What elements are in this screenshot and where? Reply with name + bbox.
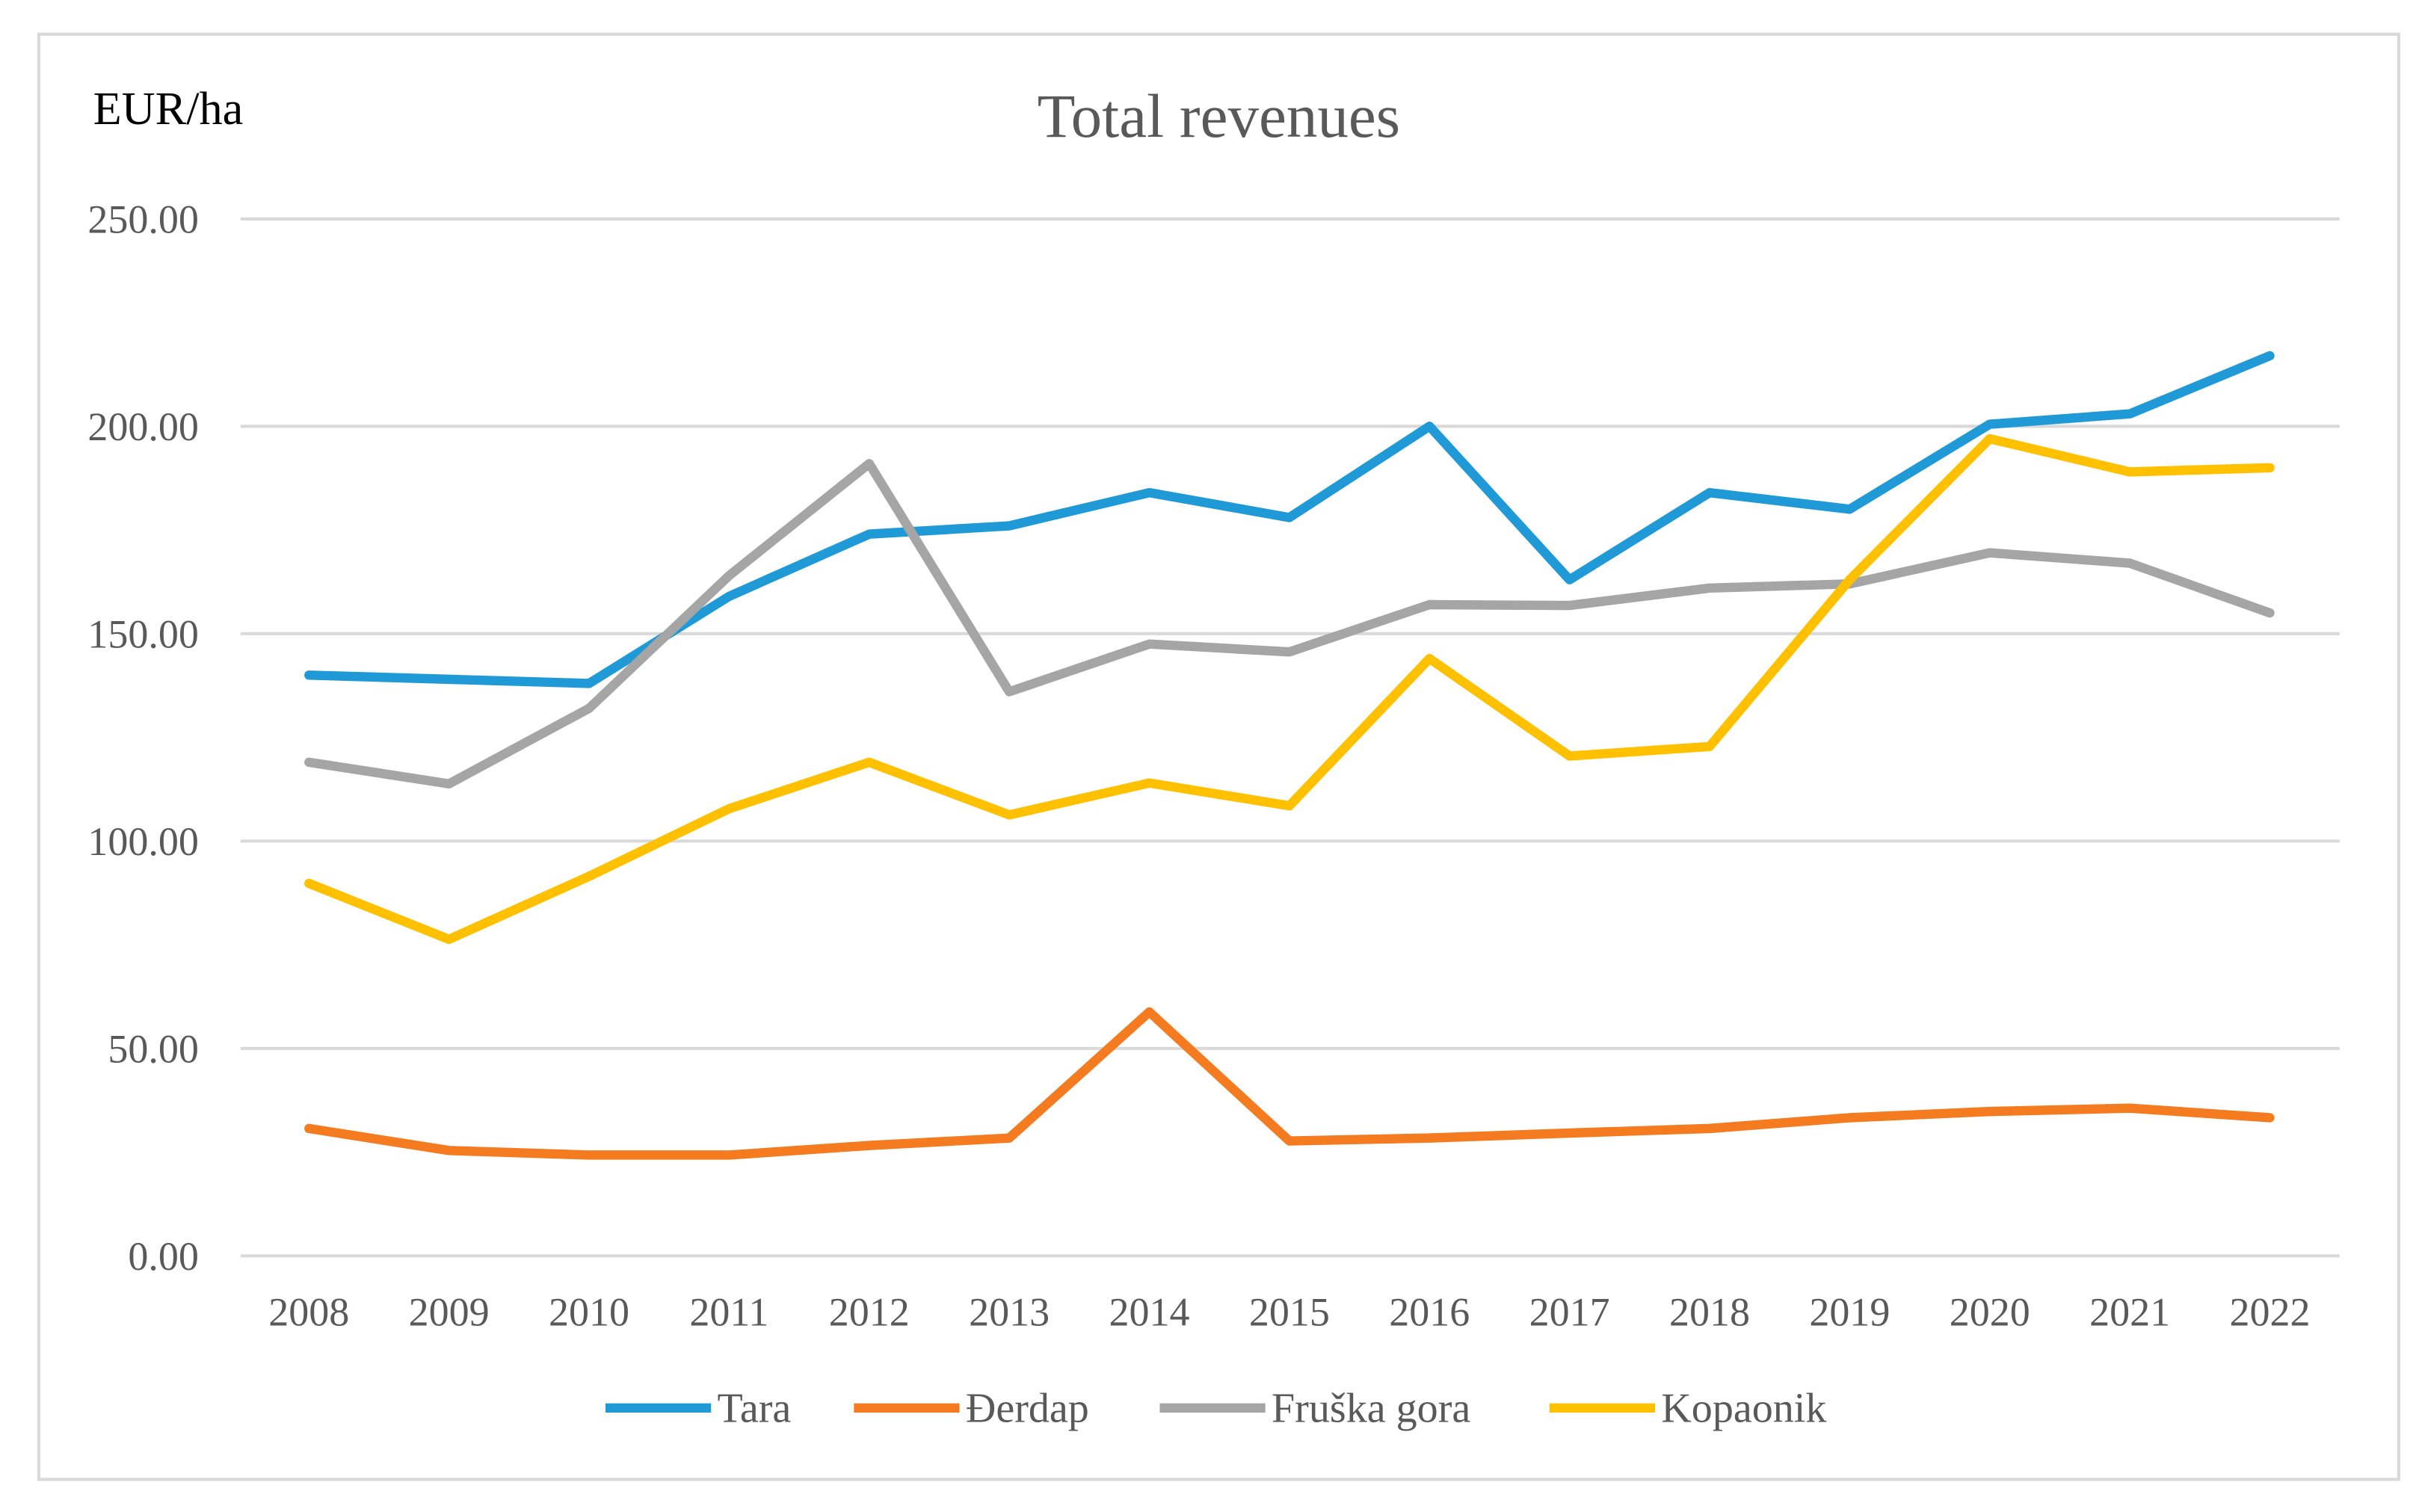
x-tick-label: 2018 [1669, 1290, 1750, 1335]
legend-item: Fruška gora [1159, 1385, 1470, 1431]
y-axis-label: EUR/ha [93, 83, 244, 135]
legend-label: Kopaonik [1661, 1385, 1827, 1431]
y-tick-label: 250.00 [87, 197, 199, 242]
x-tick-label: 2020 [1950, 1290, 2030, 1335]
x-tick-label: 2021 [2089, 1290, 2170, 1335]
x-tick-label: 2009 [409, 1290, 490, 1335]
legend-item: Kopaonik [1549, 1385, 1827, 1431]
legend-label: Fruška gora [1272, 1385, 1470, 1431]
x-tick-label: 2008 [268, 1290, 349, 1335]
x-tick-label: 2022 [2229, 1290, 2310, 1335]
x-tick-label: 2011 [689, 1290, 768, 1335]
x-tick-label: 2019 [1809, 1290, 1890, 1335]
legend-label: Đerdap [966, 1385, 1089, 1431]
x-tick-label: 2012 [829, 1290, 910, 1335]
x-tick-label: 2014 [1109, 1290, 1190, 1335]
y-tick-label: 150.00 [87, 612, 199, 657]
x-tick-label: 2017 [1529, 1290, 1610, 1335]
x-tick-label: 2016 [1389, 1290, 1470, 1335]
y-tick-label: 200.00 [87, 404, 199, 449]
y-tick-label: 100.00 [87, 819, 199, 864]
y-tick-label: 0.00 [128, 1234, 199, 1279]
x-tick-label: 2013 [969, 1290, 1050, 1335]
chart-border [37, 32, 2400, 1481]
legend-item: Tara [606, 1385, 791, 1431]
x-tick-label: 2015 [1249, 1290, 1330, 1335]
legend-label: Tara [718, 1385, 792, 1431]
x-tick-label: 2010 [549, 1290, 629, 1335]
legend-item: Đerdap [854, 1385, 1089, 1431]
y-tick-label: 50.00 [108, 1026, 199, 1071]
chart-title: Total revenues [1038, 81, 1400, 150]
